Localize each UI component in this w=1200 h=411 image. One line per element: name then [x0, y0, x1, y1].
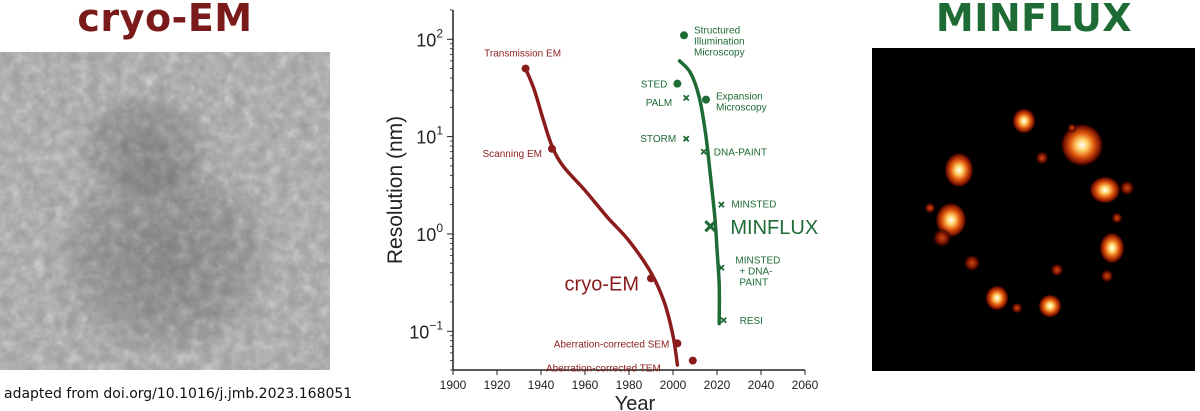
point-palm: [682, 94, 690, 102]
point-structured-illumination-microscopy: [680, 31, 688, 40]
label-dna-paint: DNA-PAINT: [714, 148, 767, 159]
point-cryo-em: [647, 274, 655, 283]
point-transmission-em: [521, 64, 530, 73]
x-tick-label: 2040: [748, 378, 775, 392]
point-sted: [673, 79, 682, 88]
label-storm: STORM: [640, 134, 676, 145]
label-structured-illumination-microscopy: Structured Illumination Microscopy: [694, 25, 745, 58]
curve-electron-microscopy: [523, 66, 680, 367]
cross-stroke: [700, 148, 708, 155]
minflux-title: MINFLUX: [935, 0, 1133, 40]
label-resi: RESI: [740, 316, 763, 327]
label-cryo-em: cryo-EM: [565, 273, 639, 295]
label-minflux: MINFLUX: [730, 217, 818, 239]
y-tick-label: 102: [416, 26, 443, 50]
x-tick-label: 1940: [528, 378, 555, 392]
y-axis-label: Resolution (nm): [384, 116, 407, 264]
point-aberration-corrected-sem: [673, 339, 682, 348]
source-caption: adapted from doi.org/10.1016/j.jmb.2023.…: [4, 386, 353, 402]
x-tick-label: 1960: [572, 378, 599, 392]
x-tick-label: 2060: [792, 378, 819, 392]
cryo-em-title: cryo-EM: [77, 0, 253, 40]
cross-stroke: [718, 264, 725, 271]
point-minsted-dna-paint: [718, 264, 725, 271]
label-expansion-microscopy: Expansion Microscopy: [716, 92, 767, 114]
cross-stroke: [720, 316, 727, 324]
curve-light-microscopy: [677, 59, 722, 326]
chart-axes: 1900 1920 1940 1960 1980 2000 2020 2040 2060 102 1…: [409, 9, 819, 392]
point-resi: [720, 316, 727, 324]
cross-stroke: [682, 135, 690, 143]
x-tick-label: 2000: [660, 378, 687, 392]
point-minflux: [704, 220, 717, 233]
point-dna-paint: [700, 148, 708, 155]
point-aberration-corrected-tem: [688, 356, 697, 365]
y-tick-label: 100: [416, 221, 443, 245]
label-transmission-em: Transmission EM: [484, 49, 561, 60]
point-storm: [682, 135, 690, 143]
x-tick-label: 2020: [704, 378, 731, 392]
cross-stroke: [682, 94, 690, 102]
label-minsted-dna-paint: MINSTED + DNA-PAINT: [735, 256, 780, 289]
point-minsted: [718, 201, 725, 208]
point-expansion-microscopy: [702, 95, 710, 104]
x-tick-label: 1920: [484, 378, 511, 392]
x-tick-label: 1980: [616, 378, 643, 392]
chart-points: Transmission EM Scanning EM cryo-EM Aberrat…: [483, 25, 819, 374]
label-sted: STED: [641, 80, 668, 91]
cross-stroke: [704, 220, 717, 233]
y-tick-label: 10−1: [409, 318, 443, 342]
point-scanning-em: [548, 144, 556, 153]
chart-curves: [523, 59, 722, 367]
label-palm: PALM: [646, 98, 673, 109]
cross-stroke: [718, 201, 725, 208]
cryo-em-micrograph: [0, 52, 330, 370]
x-axis-label: Year: [615, 393, 656, 411]
y-tick-label: 101: [416, 124, 443, 148]
label-aberration-corrected-sem: Aberration-corrected SEM: [554, 339, 670, 350]
minflux-image: [872, 48, 1195, 371]
label-aberration-corrected-tem: Aberration-corrected TEM: [546, 364, 661, 375]
resolution-vs-year-chart: 1900 1920 1940 1960 1980 2000 2020 2040 2060 102 1…: [384, 9, 819, 411]
x-tick-label: 1900: [440, 378, 467, 392]
label-scanning-em: Scanning EM: [483, 149, 542, 160]
label-minsted: MINSTED: [731, 200, 776, 211]
